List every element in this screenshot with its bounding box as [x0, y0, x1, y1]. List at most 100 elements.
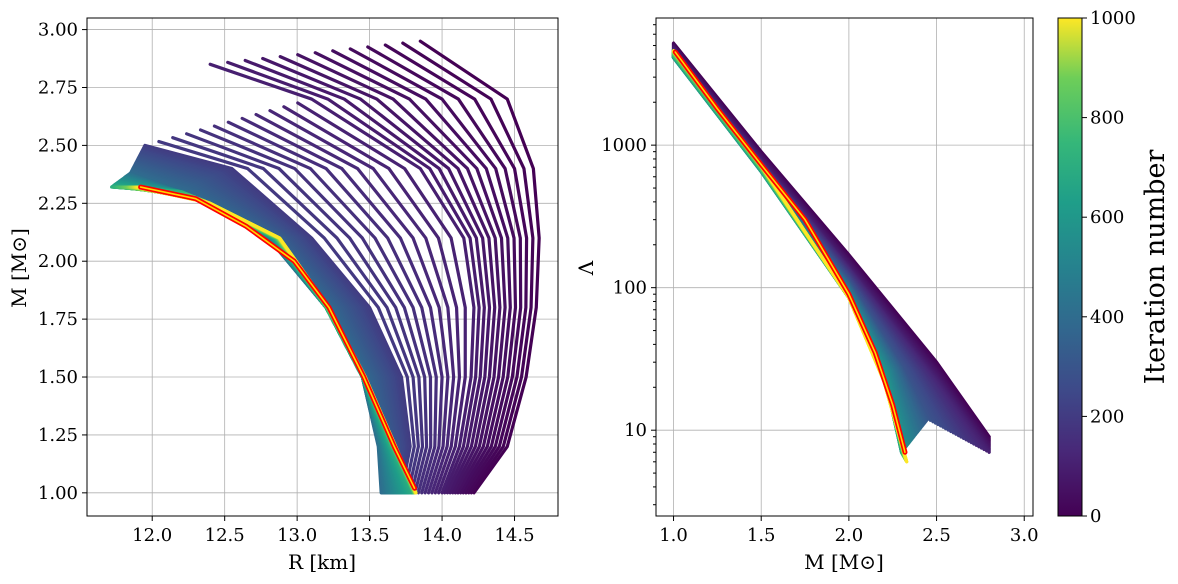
- tidal-deformability-frame: [655, 17, 1034, 517]
- colorbar-gradient: [1058, 18, 1082, 516]
- mass-radius-iteration-curve: [383, 43, 529, 495]
- tidal-deformability-x-tick-label: 2.5: [922, 525, 951, 546]
- colorbar-tick-label: 0: [1090, 506, 1101, 527]
- tidal-deformability-iteration-curve: [671, 52, 906, 459]
- tidal-deformability-iteration-curve: [671, 55, 913, 442]
- tidal-deformability-iteration-curve: [671, 53, 906, 458]
- tidal-deformability-iteration-curve: [671, 51, 907, 460]
- tidal-deformability-iteration-curve: [671, 52, 906, 459]
- tidal-deformability-iteration-curve: [671, 53, 905, 458]
- tidal-deformability-y-tick-label: 100: [613, 278, 647, 299]
- tidal-deformability-iteration-curve: [671, 55, 910, 446]
- tidal-deformability-iteration-curve: [671, 52, 906, 460]
- tidal-deformability-iteration-curve: [671, 55, 909, 448]
- tidal-deformability-iteration-curve: [671, 54, 918, 436]
- tidal-deformability-iteration-curve: [671, 54, 905, 457]
- mass-radius-iteration-curve: [282, 105, 462, 495]
- tidal-deformability-iteration-curve: [671, 54, 917, 438]
- tidal-deformability-iteration-curve: [671, 49, 909, 464]
- mass-radius-iteration-curve: [226, 60, 481, 495]
- mass-radius-iteration-curve: [268, 109, 456, 495]
- mass-radius-iteration-curve: [212, 124, 433, 495]
- mass-radius-y-tick-label: 3.00: [38, 20, 78, 41]
- mass-radius-x-tick-label: 12.0: [132, 525, 172, 546]
- mass-radius-iteration-curve: [296, 53, 502, 495]
- tidal-deformability-iteration-curve: [671, 51, 907, 461]
- tidal-deformability-iteration-curve: [671, 56, 904, 453]
- mass-radius-curves: [110, 39, 541, 495]
- tidal-deformability-iteration-curve: [671, 53, 906, 458]
- tidal-deformability-iteration-curve: [671, 54, 905, 457]
- tidal-deformability-iteration-curve: [671, 55, 904, 455]
- tidal-deformability-iteration-curve: [671, 55, 904, 456]
- mass-radius-x-tick-label: 14.0: [422, 525, 462, 546]
- mass-radius-highlight-inner: [139, 186, 416, 490]
- mass-radius-iteration-curve: [208, 62, 476, 495]
- colorbar-tick-label: 400: [1090, 307, 1124, 328]
- tidal-deformability-highlight-outer: [672, 49, 908, 455]
- tidal-deformability-iteration-curve: [671, 52, 907, 460]
- tidal-deformability-iteration-curve: [671, 50, 908, 463]
- tidal-deformability-x-tick-label: 1.5: [747, 525, 776, 546]
- tidal-deformability-iteration-curve: [671, 51, 907, 461]
- mass-radius-iteration-curve: [240, 116, 444, 495]
- tidal-deformability-iteration-curve: [671, 54, 915, 440]
- tidal-deformability-y-label: Λ: [574, 260, 598, 276]
- tidal-deformability-iteration-curve: [671, 55, 906, 452]
- tidal-deformability-panel: 1.0 1.5 2.0 2.5 3.0 10 100 1000 M [M⊙] Λ: [574, 17, 1039, 574]
- colorbar: 0 200 400 600 800 1000 Iteration number: [1057, 8, 1171, 527]
- tidal-deformability-iteration-curve: [671, 49, 909, 463]
- tidal-deformability-iteration-curve: [671, 54, 905, 457]
- tidal-deformability-iteration-curve: [671, 52, 907, 460]
- tidal-deformability-iteration-curve: [671, 53, 906, 459]
- tidal-deformability-iteration-curve: [671, 55, 904, 455]
- tidal-deformability-iteration-curve: [671, 49, 908, 463]
- mass-radius-iteration-curve: [348, 47, 518, 495]
- tidal-deformability-iteration-curve: [671, 49, 908, 463]
- tidal-deformability-x-tick-label: 1.0: [659, 525, 688, 546]
- tidal-deformability-iteration-curve: [671, 49, 909, 464]
- tidal-deformability-iteration-curve: [671, 56, 904, 455]
- tidal-deformability-iteration-curve: [671, 50, 908, 462]
- mass-radius-y-tick-label: 2.75: [38, 77, 78, 98]
- mass-radius-iteration-curve: [226, 120, 438, 495]
- mass-radius-x-tick-label: 14.5: [494, 525, 534, 546]
- tidal-deformability-iteration-curve: [671, 51, 907, 461]
- mass-radius-x-tick-label: 13.5: [350, 525, 390, 546]
- tidal-deformability-iteration-curve: [671, 55, 912, 444]
- tidal-deformability-iteration-curve: [671, 55, 907, 450]
- tidal-deformability-iteration-curve: [671, 49, 908, 463]
- mass-radius-y-tick-label: 1.75: [38, 309, 78, 330]
- colorbar-frame: [1057, 17, 1083, 517]
- colorbar-tick-label: 1000: [1090, 8, 1136, 29]
- tidal-deformability-iteration-curve: [671, 50, 908, 462]
- mass-radius-iteration-curve: [331, 49, 512, 495]
- tidal-deformability-iteration-curve: [671, 52, 906, 459]
- tidal-deformability-y-tick-label: 1000: [601, 135, 647, 156]
- tidal-deformability-iteration-curve: [671, 55, 914, 441]
- colorbar-tick-label: 200: [1090, 406, 1124, 427]
- tidal-deformability-x-label: M [M⊙]: [804, 550, 884, 574]
- colorbar-tick-label: 600: [1090, 207, 1124, 228]
- tidal-deformability-x-ticks: 1.0 1.5 2.0 2.5 3.0: [659, 516, 1039, 546]
- tidal-deformability-iteration-curve: [671, 54, 905, 457]
- tidal-deformability-y-tick-label: 10: [624, 420, 647, 441]
- tidal-deformability-iteration-curve: [671, 54, 905, 456]
- mass-radius-iteration-curve: [278, 55, 497, 495]
- tidal-deformability-iteration-curve: [671, 55, 904, 456]
- tidal-deformability-curves: [671, 41, 991, 464]
- tidal-deformability-iteration-curve: [671, 50, 908, 462]
- tidal-deformability-iteration-curve: [671, 51, 907, 460]
- tidal-deformability-x-tick-label: 2.0: [835, 525, 864, 546]
- mass-radius-iteration-curve: [261, 56, 492, 495]
- mass-radius-y-tick-label: 1.50: [38, 367, 78, 388]
- tidal-deformability-iteration-curve: [671, 51, 907, 461]
- mass-radius-y-label: M [M⊙]: [7, 228, 31, 308]
- mass-radius-iteration-curve: [171, 136, 420, 495]
- mass-radius-iteration-curve: [296, 101, 467, 495]
- colorbar-label: Iteration number: [1140, 150, 1171, 385]
- tidal-deformability-iteration-curve: [671, 55, 912, 443]
- mass-radius-x-label: R [km]: [288, 550, 356, 574]
- mass-radius-y-tick-label: 2.00: [38, 251, 78, 272]
- mass-radius-y-tick-label: 2.50: [38, 135, 78, 156]
